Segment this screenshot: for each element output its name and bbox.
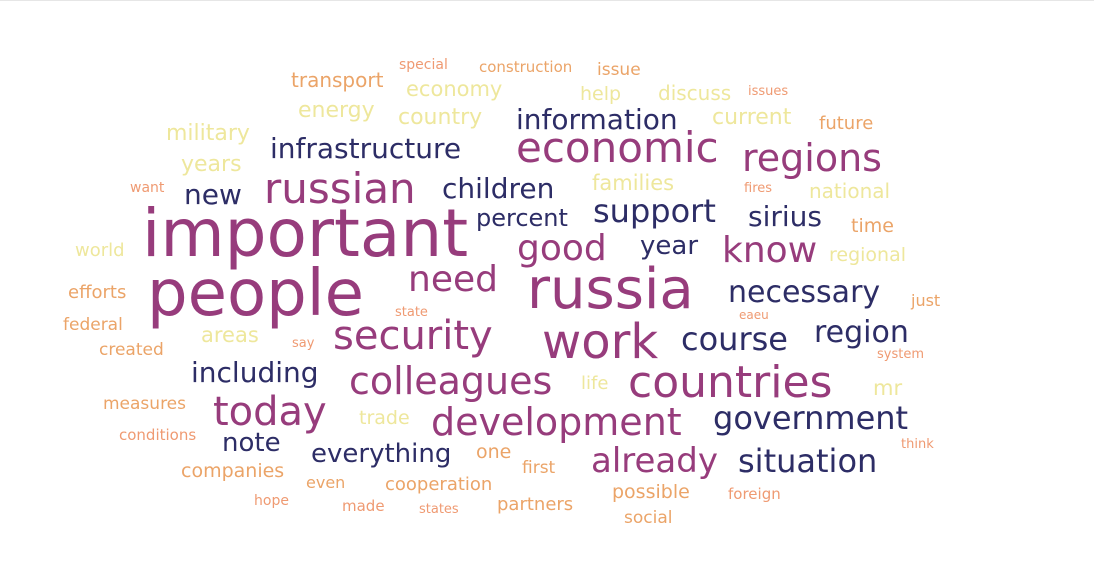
word-world: world: [75, 240, 125, 261]
word-hope: hope: [254, 493, 289, 509]
word-just: just: [910, 291, 940, 310]
word-countries: countries: [628, 357, 832, 408]
word-new: new: [184, 178, 242, 211]
word-families: families: [592, 171, 674, 195]
word-russian: russian: [264, 164, 416, 213]
word-life: life: [581, 373, 608, 394]
word-development: development: [431, 400, 682, 444]
word-infrastructure: infrastructure: [270, 132, 461, 165]
word-cooperation: cooperation: [385, 474, 492, 495]
word-region: region: [814, 315, 909, 350]
word-country: country: [398, 105, 482, 130]
word-created: created: [99, 340, 164, 360]
word-one: one: [476, 441, 511, 463]
word-information: information: [516, 103, 678, 136]
word-colleagues: colleagues: [349, 359, 552, 403]
word-want: want: [130, 180, 165, 196]
word-time: time: [851, 215, 894, 237]
word-mr: mr: [873, 376, 902, 400]
word-eaeu: eaeu: [739, 308, 769, 322]
word-regions: regions: [742, 136, 882, 180]
word-social: social: [624, 508, 672, 528]
word-measures: measures: [103, 394, 186, 414]
word-national: national: [809, 179, 890, 203]
word-years: years: [181, 152, 242, 177]
word-current: current: [712, 105, 792, 130]
word-future: future: [819, 113, 873, 134]
top-divider: [0, 0, 1094, 1]
word-federal: federal: [63, 315, 123, 335]
word-economy: economy: [406, 77, 502, 101]
word-trade: trade: [359, 407, 410, 429]
word-security: security: [333, 313, 493, 359]
word-areas: areas: [201, 323, 259, 347]
word-first: first: [522, 458, 556, 478]
word-good: good: [517, 228, 607, 269]
word-even: even: [306, 473, 345, 492]
word-people: people: [147, 257, 364, 331]
word-help: help: [580, 83, 621, 105]
word-companies: companies: [181, 460, 284, 482]
word-everything: everything: [311, 439, 451, 469]
word-regional: regional: [829, 244, 906, 266]
word-today: today: [213, 389, 327, 435]
word-efforts: efforts: [68, 282, 126, 303]
word-issues: issues: [748, 84, 788, 99]
word-including: including: [191, 356, 319, 389]
word-support: support: [593, 192, 716, 230]
word-construction: construction: [479, 58, 572, 76]
word-system: system: [877, 347, 924, 362]
word-military: military: [166, 121, 250, 146]
word-foreign: foreign: [728, 485, 781, 503]
word-think: think: [901, 437, 934, 452]
word-fires: fires: [744, 181, 772, 196]
word-discuss: discuss: [658, 81, 731, 105]
word-important: important: [142, 195, 468, 272]
word-course: course: [681, 320, 788, 358]
word-possible: possible: [612, 481, 690, 503]
word-need: need: [408, 259, 498, 300]
word-state: state: [395, 305, 428, 320]
word-year: year: [640, 231, 698, 261]
word-energy: energy: [298, 98, 375, 123]
word-economic: economic: [516, 123, 719, 172]
word-sirius: sirius: [748, 200, 822, 233]
word-conditions: conditions: [119, 426, 196, 444]
word-work: work: [542, 314, 658, 370]
word-government: government: [713, 399, 908, 437]
word-transport: transport: [291, 68, 384, 92]
word-say: say: [292, 336, 315, 351]
word-issue: issue: [597, 60, 641, 80]
word-percent: percent: [476, 204, 568, 232]
word-states: states: [419, 502, 459, 517]
word-situation: situation: [738, 442, 877, 480]
word-know: know: [722, 230, 817, 271]
word-special: special: [399, 57, 448, 73]
word-russia: russia: [527, 257, 694, 322]
word-partners: partners: [497, 494, 573, 515]
word-children: children: [442, 172, 554, 205]
word-made: made: [342, 497, 385, 515]
word-already: already: [591, 441, 718, 481]
word-note: note: [222, 428, 281, 458]
word-necessary: necessary: [728, 275, 880, 310]
